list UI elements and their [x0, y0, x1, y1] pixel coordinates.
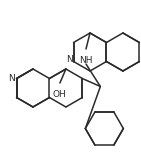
Text: NH: NH	[79, 56, 93, 65]
Text: OH: OH	[52, 90, 66, 99]
Text: N: N	[8, 74, 15, 83]
Text: N: N	[66, 55, 73, 64]
